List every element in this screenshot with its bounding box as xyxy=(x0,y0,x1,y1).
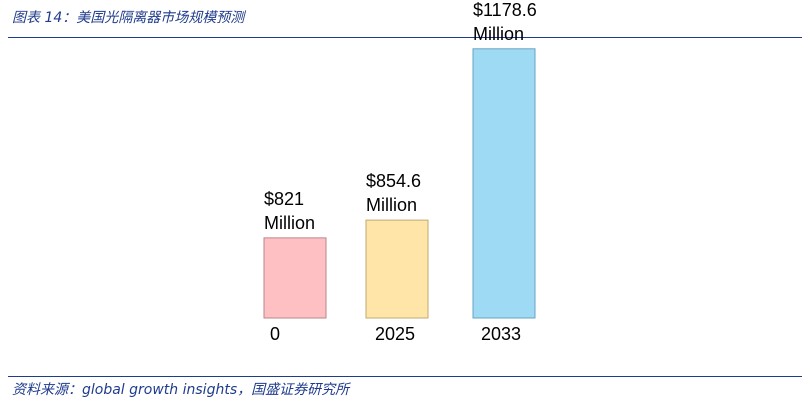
source-divider xyxy=(8,376,802,377)
bar-2025 xyxy=(365,219,429,319)
data-label-0: $821 Million xyxy=(264,189,315,233)
figure-title: 图表 14：美国光隔离器市场规模预测 xyxy=(12,10,245,26)
figure-source: 资料来源：global growth insights，国盛证券研究所 xyxy=(12,382,350,398)
title-divider xyxy=(8,37,802,38)
data-label-2033: $1178.6 Million xyxy=(473,0,537,44)
data-label-2025: $854.6 Million xyxy=(366,171,421,215)
x-tick-label-2033: 2033 xyxy=(481,324,521,344)
bar-0 xyxy=(263,237,327,319)
x-tick-label-0: 0 xyxy=(270,324,280,344)
x-tick-label-2025: 2025 xyxy=(375,324,415,344)
bar-2033 xyxy=(472,48,536,319)
